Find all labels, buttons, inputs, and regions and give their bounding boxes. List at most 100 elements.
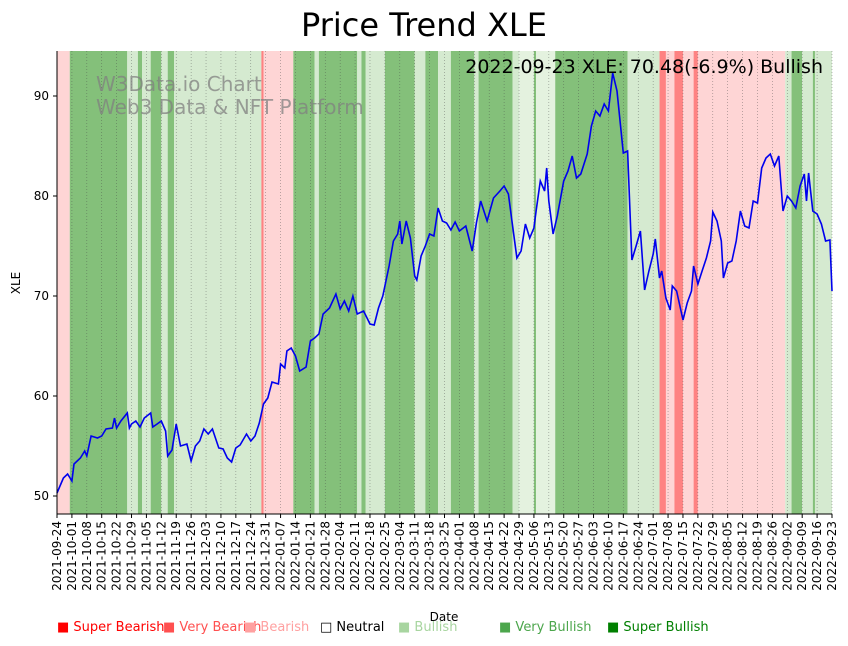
legend-marker: □ (320, 620, 333, 635)
regime-band-very-bullish (791, 51, 803, 514)
x-tick-label: 2022-05-20 (557, 521, 571, 591)
regime-band-bearish (665, 51, 675, 514)
regime-band-bullish (174, 51, 262, 514)
legend-item-neutral: □ Neutral (320, 620, 384, 635)
regime-band-bullish (512, 51, 520, 514)
regime-band-bullish (414, 51, 426, 514)
y-axis-label: XLE (9, 272, 23, 295)
legend-marker: ■ (163, 620, 176, 635)
x-tick-label: 2022-03-25 (438, 521, 452, 591)
x-tick-label: 2022-07-08 (661, 521, 675, 591)
legend-item-very-bearish: ■ Very Bearish (163, 620, 261, 635)
legend-marker: ■ (607, 620, 620, 635)
regime-band-bullish (357, 51, 362, 514)
regime-band-bearish (682, 51, 694, 514)
y-tick-label: 70 (34, 289, 49, 303)
x-tick-label: 2022-01-28 (318, 521, 332, 591)
regime-band-very-bullish (293, 51, 315, 514)
x-tick-label: 2021-10-15 (95, 521, 109, 591)
x-tick-label: 2021-12-24 (244, 521, 258, 591)
x-tick-label: 2022-02-25 (378, 521, 392, 591)
x-tick-label: 2022-07-01 (646, 521, 660, 591)
regime-band-very-bullish (150, 51, 162, 514)
chart-title: Price Trend XLE (301, 6, 547, 44)
legend-item-bearish: ■ Bearish (244, 620, 309, 635)
x-tick-label: 2022-03-11 (408, 521, 422, 591)
x-tick-label: 2022-09-16 (810, 521, 824, 591)
regime-band-neutral-light (519, 51, 534, 514)
x-tick-label: 2021-12-17 (229, 521, 243, 591)
legend-label: Very Bearish (175, 620, 262, 635)
regime-band-very-bullish (533, 51, 537, 514)
x-tick-label: 2022-02-18 (363, 521, 377, 591)
x-tick-label: 2022-04-15 (482, 521, 496, 591)
x-tick-label: 2022-07-15 (676, 521, 690, 591)
regime-band-very-bearish (261, 51, 264, 514)
x-tick-label: 2021-12-31 (259, 521, 273, 591)
legend-marker: ■ (499, 620, 512, 635)
regime-band-very-bullish (812, 51, 815, 514)
price-annotation: 2022-09-23 XLE: 70.48(-6.9%) Bullish (465, 56, 823, 78)
x-tick-label: 2022-04-22 (497, 521, 511, 591)
x-tick-label: 2022-04-08 (467, 521, 481, 591)
watermark-line-2: Web3 Data & NFT Platform (96, 95, 364, 119)
x-tick-label: 2022-07-29 (706, 521, 720, 591)
x-tick-label: 2022-09-09 (795, 521, 809, 591)
x-tick-label: 2021-10-01 (65, 521, 79, 591)
regime-band-very-bearish-light (57, 51, 70, 514)
x-tick-label: 2022-05-27 (572, 521, 586, 591)
regime-band-very-bullish (425, 51, 439, 514)
watermark-line-1: W3Data.io Chart (96, 72, 262, 96)
y-tick-label: 90 (34, 89, 49, 103)
regime-band-bullish (814, 51, 832, 514)
x-tick-label: 2022-09-02 (780, 521, 794, 591)
regime-band-bearish (697, 51, 786, 514)
legend-label: Bearish (256, 620, 310, 635)
x-tick-label: 2021-10-08 (80, 521, 94, 591)
regime-band-very-bearish (693, 51, 698, 514)
x-tick-label: 2022-03-04 (393, 521, 407, 591)
x-tick-label: 2022-08-05 (721, 521, 735, 591)
regime-band-very-bullish (69, 51, 128, 514)
x-tick-label: 2021-11-19 (169, 521, 183, 591)
x-tick-label: 2022-08-12 (736, 521, 750, 591)
regime-band-very-bullish (137, 51, 143, 514)
regime-band-bullish (161, 51, 168, 514)
x-tick-label: 2022-01-14 (288, 521, 302, 591)
regime-band-bullish (365, 51, 385, 514)
regime-band-very-bullish (361, 51, 366, 514)
x-tick-label: 2022-04-29 (512, 521, 526, 591)
regime-band-bullish (127, 51, 138, 514)
x-tick-label: 2022-05-13 (542, 521, 556, 591)
regime-band-bearish (263, 51, 294, 514)
regime-band-neutral-light (536, 51, 556, 514)
legend-item-super-bullish: ■ Super Bullish (607, 620, 709, 635)
regime-band-bullish (314, 51, 319, 514)
x-tick-label: 2022-08-26 (765, 521, 779, 591)
x-tick-label: 2021-12-10 (214, 521, 228, 591)
regime-band-bullish (785, 51, 792, 514)
legend-label: Very Bullish (511, 620, 592, 635)
x-tick-label: 2022-08-19 (750, 521, 764, 591)
legend-label: Super Bearish (69, 620, 165, 635)
y-tick-label: 60 (34, 389, 49, 403)
legend-label: Bullish (410, 620, 458, 635)
price-series-line (56, 72, 833, 494)
regime-band-bullish (802, 51, 813, 514)
y-tick-label: 50 (34, 489, 49, 503)
x-tick-label: 2021-11-05 (139, 521, 153, 591)
regime-band-very-bullish (318, 51, 358, 514)
y-tick-label: 80 (34, 189, 49, 203)
regime-band-very-bullish (450, 51, 475, 514)
legend-item-bullish: ■ Bullish (398, 620, 457, 635)
x-tick-label: 2022-02-11 (348, 521, 362, 591)
legend-marker: ■ (244, 620, 257, 635)
legend-item-very-bullish: ■ Very Bullish (499, 620, 592, 635)
regime-band-very-bullish (478, 51, 513, 514)
x-tick-label: 2021-11-12 (154, 521, 168, 591)
x-tick-label: 2022-09-23 (825, 521, 839, 591)
x-tick-label: 2021-10-29 (125, 521, 139, 591)
x-tick-label: 2022-06-24 (631, 521, 645, 591)
x-tick-label: 2022-06-03 (587, 521, 601, 591)
